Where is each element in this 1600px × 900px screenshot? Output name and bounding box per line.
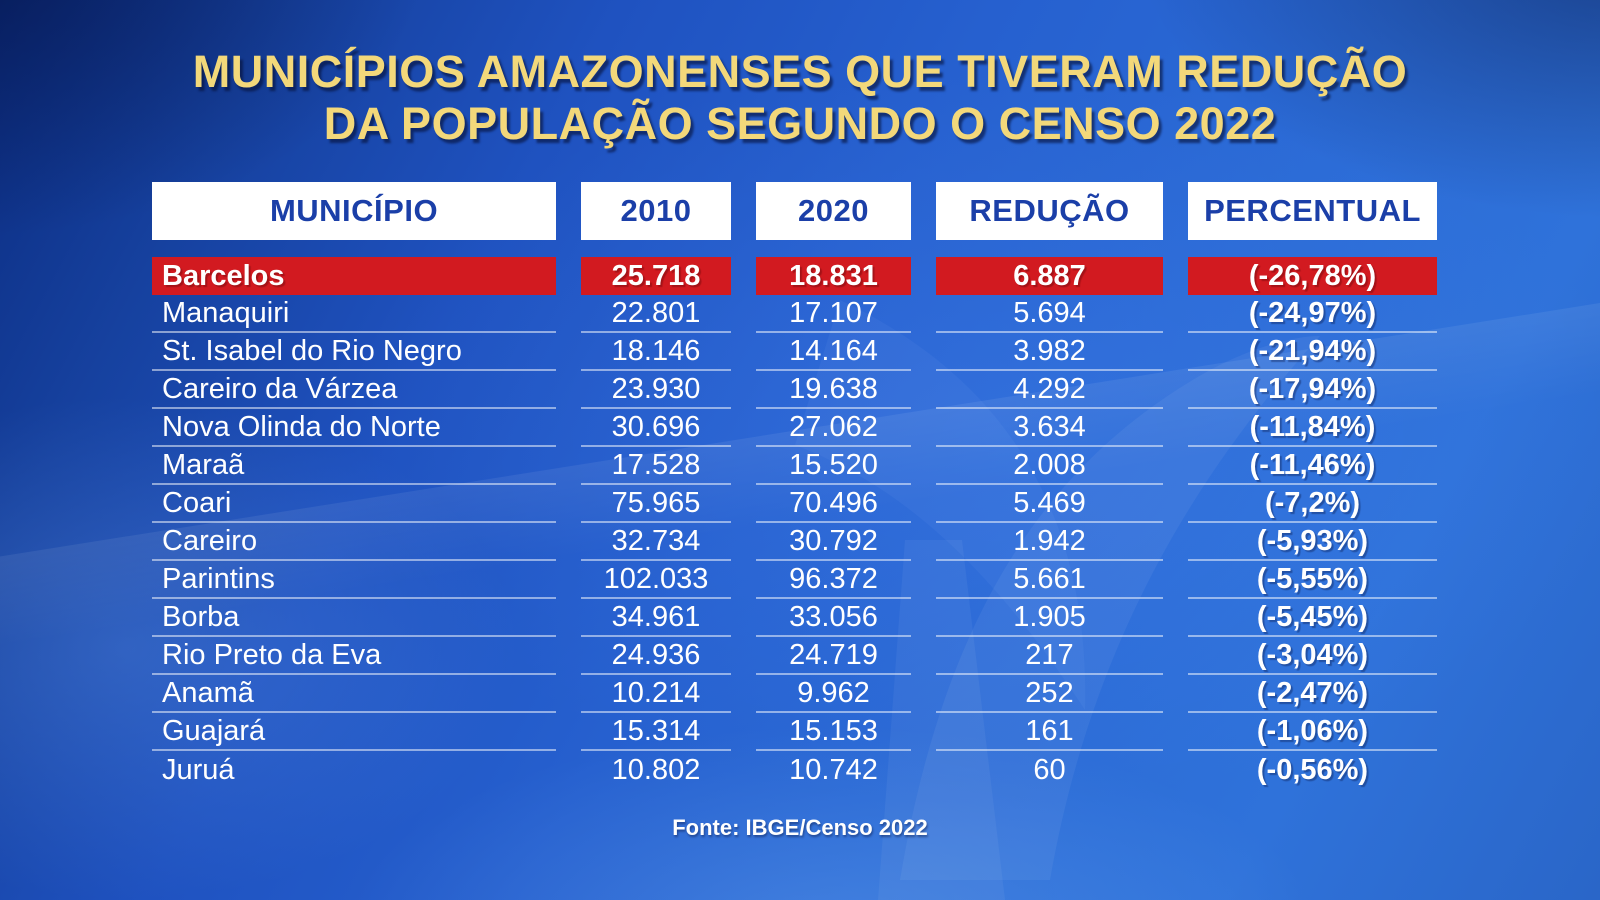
reduction-cell: 6.887 xyxy=(936,257,1163,295)
pop-2020-cell: 18.831 xyxy=(756,257,911,295)
pop-2020-cell: 24.719 xyxy=(756,637,911,675)
percent-cell: (-1,06%) xyxy=(1188,713,1437,751)
municipality-cell: Anamã xyxy=(152,675,556,713)
municipality-cell: Nova Olinda do Norte xyxy=(152,409,556,447)
percent-cell: (-5,45%) xyxy=(1188,599,1437,637)
municipality-cell: Guajará xyxy=(152,713,556,751)
percent-cell: (-21,94%) xyxy=(1188,333,1437,371)
source-text: Fonte: IBGE/Censo 2022 xyxy=(672,815,928,840)
col-header-percentual: PERCENTUAL xyxy=(1188,182,1437,240)
reduction-cell: 1.942 xyxy=(936,523,1163,561)
title-block: MUNICÍPIOS AMAZONENSES QUE TIVERAM REDUÇ… xyxy=(0,46,1600,150)
pop-2020-cell: 96.372 xyxy=(756,561,911,599)
col-header-municipio: MUNICÍPIO xyxy=(152,182,556,240)
pop-2010-cell: 18.146 xyxy=(581,333,731,371)
percent-cell: (-5,55%) xyxy=(1188,561,1437,599)
percent-cell: (-5,93%) xyxy=(1188,523,1437,561)
pop-2010-cell: 75.965 xyxy=(581,485,731,523)
percent-cell: (-11,84%) xyxy=(1188,409,1437,447)
pop-2020-cell: 33.056 xyxy=(756,599,911,637)
municipality-cell: Careiro xyxy=(152,523,556,561)
pop-2010-cell: 30.696 xyxy=(581,409,731,447)
reduction-cell: 3.634 xyxy=(936,409,1163,447)
pop-2020-cell: 30.792 xyxy=(756,523,911,561)
percent-cell: (-11,46%) xyxy=(1188,447,1437,485)
reduction-cell: 4.292 xyxy=(936,371,1163,409)
reduction-cell: 5.694 xyxy=(936,295,1163,333)
municipality-cell: Barcelos xyxy=(152,257,556,295)
reduction-cell: 161 xyxy=(936,713,1163,751)
pop-2010-cell: 34.961 xyxy=(581,599,731,637)
pop-2010-cell: 32.734 xyxy=(581,523,731,561)
population-table: MUNICÍPIO 2010 2020 REDUÇÃO PERCENTUAL B… xyxy=(152,182,1437,789)
municipality-cell: Borba xyxy=(152,599,556,637)
percent-cell: (-26,78%) xyxy=(1188,257,1437,295)
municipality-cell: Juruá xyxy=(162,753,235,786)
percent-cell: (-24,97%) xyxy=(1188,295,1437,333)
col-header-2010: 2010 xyxy=(581,182,731,240)
percent-cell: (-3,04%) xyxy=(1188,637,1437,675)
percent-cell: (-7,2%) xyxy=(1188,485,1437,523)
pop-2020-cell: 14.164 xyxy=(756,333,911,371)
pop-2020-cell: 9.962 xyxy=(756,675,911,713)
pop-2020-cell: 70.496 xyxy=(756,485,911,523)
pop-2020-cell: 15.153 xyxy=(756,713,911,751)
reduction-cell: 5.661 xyxy=(936,561,1163,599)
municipality-cell: St. Isabel do Rio Negro xyxy=(152,333,556,371)
col-header-2020: 2020 xyxy=(756,182,911,240)
reduction-cell: 3.982 xyxy=(936,333,1163,371)
pop-2020-cell: 27.062 xyxy=(756,409,911,447)
municipality-cell: Rio Preto da Eva xyxy=(152,637,556,675)
pop-2010-cell: 17.528 xyxy=(581,447,731,485)
municipality-cell: Maraã xyxy=(152,447,556,485)
pop-2010-cell: 102.033 xyxy=(581,561,731,599)
percent-cell: (-2,47%) xyxy=(1188,675,1437,713)
municipality-cell: Manaquiri xyxy=(152,295,556,333)
pop-2020-cell: 15.520 xyxy=(756,447,911,485)
source-caption: Fonte: IBGE/Censo 2022 xyxy=(0,815,1600,841)
pop-2010-cell: 25.718 xyxy=(581,257,731,295)
percent-cell: (-0,56%) xyxy=(1256,753,1369,786)
pop-2020-cell: 19.638 xyxy=(756,371,911,409)
pop-2010-cell: 10.214 xyxy=(581,675,731,713)
pop-2010-cell: 24.936 xyxy=(581,637,731,675)
table-header-row: MUNICÍPIO 2010 2020 REDUÇÃO PERCENTUAL xyxy=(152,182,1437,240)
reduction-cell: 217 xyxy=(936,637,1163,675)
pop-2010-cell: 15.314 xyxy=(581,713,731,751)
pop-2010-cell: 10.802 xyxy=(611,753,701,786)
table-body: Barcelos 25.718 18.831 6.887 (-26,78%) M… xyxy=(152,257,1437,789)
title-line-2: DA POPULAÇÃO SEGUNDO O CENSO 2022 xyxy=(323,97,1277,149)
reduction-cell: 5.469 xyxy=(936,485,1163,523)
reduction-cell: 2.008 xyxy=(936,447,1163,485)
pop-2020-cell: 17.107 xyxy=(756,295,911,333)
reduction-cell: 60 xyxy=(1033,753,1066,786)
municipality-cell: Careiro da Várzea xyxy=(152,371,556,409)
reduction-cell: 1.905 xyxy=(936,599,1163,637)
pop-2020-cell: 10.742 xyxy=(789,753,878,786)
municipality-cell: Parintins xyxy=(152,561,556,599)
percent-cell: (-17,94%) xyxy=(1188,371,1437,409)
pop-2010-cell: 22.801 xyxy=(581,295,731,333)
col-header-reducao: REDUÇÃO xyxy=(936,182,1163,240)
reduction-cell: 252 xyxy=(936,675,1163,713)
pop-2010-cell: 23.930 xyxy=(581,371,731,409)
municipality-cell: Coari xyxy=(152,485,556,523)
title-line-1: MUNICÍPIOS AMAZONENSES QUE TIVERAM REDUÇ… xyxy=(192,46,1408,97)
